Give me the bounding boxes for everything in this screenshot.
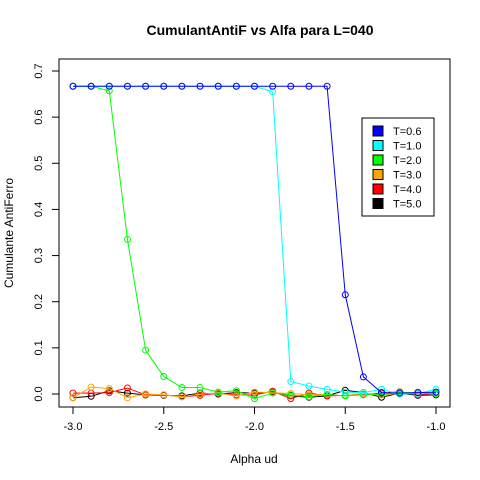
legend-label: T=5.0 — [393, 199, 421, 211]
data-point — [378, 389, 386, 397]
series-layer — [69, 82, 440, 403]
y-axis-label: Cumulante AntiFerro — [2, 178, 16, 288]
series-line — [72, 389, 437, 399]
data-point — [69, 82, 77, 90]
data-point — [87, 82, 95, 90]
y-tick-label: 0.3 — [33, 248, 45, 263]
data-point — [251, 82, 258, 90]
data-point — [123, 394, 131, 402]
y-tick-label: 0.0 — [33, 386, 45, 401]
data-point — [378, 390, 386, 398]
data-point — [69, 389, 77, 397]
data-point — [160, 82, 168, 90]
x-tick-label: -1.0 — [427, 421, 446, 433]
x-tick-label: -1.5 — [336, 421, 355, 433]
data-point — [232, 387, 240, 395]
y-tick-label: 0.2 — [33, 294, 45, 309]
x-tick-label: -3.0 — [64, 421, 83, 433]
data-point — [287, 395, 295, 403]
data-point — [123, 82, 131, 90]
y-tick-label: 0.5 — [33, 156, 45, 171]
y-tick-label: 0.7 — [33, 63, 45, 78]
data-point — [359, 389, 367, 397]
data-point — [142, 82, 150, 90]
data-point — [178, 393, 186, 401]
data-point — [123, 235, 131, 243]
data-point — [178, 384, 186, 392]
data-point — [414, 389, 422, 397]
data-point — [123, 384, 131, 392]
legend-swatch — [372, 169, 384, 180]
legend-label: T=1.0 — [393, 141, 421, 153]
data-point — [432, 388, 440, 396]
data-point — [178, 82, 186, 90]
legend-label: T=4.0 — [393, 184, 421, 196]
legend-swatch — [372, 154, 384, 166]
data-point — [214, 388, 222, 396]
data-point — [232, 82, 240, 90]
data-point — [87, 383, 95, 391]
y-axis: 0.0 0.1 0.2 0.3 0.4 0.5 0.6 0.7 — [33, 63, 60, 402]
data-point — [359, 373, 367, 381]
legend-label: T=3.0 — [393, 170, 421, 182]
series-t-0-6 — [69, 82, 440, 397]
data-point — [69, 394, 77, 402]
data-point — [123, 389, 131, 397]
data-point — [305, 389, 313, 397]
data-point — [105, 87, 113, 95]
x-axis-label: Alpha ud — [230, 452, 277, 466]
data-point — [305, 393, 313, 401]
data-point — [305, 82, 313, 90]
legend-label: T=2.0 — [393, 155, 421, 167]
data-point — [105, 82, 113, 90]
data-point — [305, 382, 313, 390]
legend-swatch — [372, 198, 384, 209]
chart-title: CumulantAntiF vs Alfa para L=040 — [146, 22, 373, 38]
x-tick-label: -2.5 — [154, 421, 173, 433]
x-axis: -3.0 -2.5 -2.0 -1.5 -1.0 — [64, 406, 446, 433]
data-point — [105, 387, 113, 395]
data-point — [269, 82, 277, 90]
data-point — [105, 389, 113, 397]
legend-swatch — [372, 183, 384, 195]
y-tick-label: 0.1 — [33, 340, 45, 355]
y-tick-label: 0.4 — [33, 202, 45, 217]
data-point — [287, 82, 295, 90]
series-line — [73, 85, 437, 400]
data-point — [359, 391, 367, 399]
data-point — [142, 346, 150, 354]
data-point — [287, 378, 295, 386]
data-point — [323, 385, 331, 393]
data-point — [269, 389, 277, 397]
data-point — [105, 384, 113, 392]
data-point — [396, 389, 404, 397]
plot-frame — [58, 58, 451, 408]
data-point — [160, 372, 168, 380]
data-point — [160, 391, 168, 399]
data-point — [142, 390, 150, 398]
legend-label: T=0.6 — [393, 126, 421, 138]
x-tick-label: -2.0 — [245, 421, 264, 433]
data-point — [341, 392, 349, 400]
data-point — [287, 391, 295, 399]
data-point — [323, 82, 331, 90]
legend-swatch — [372, 125, 384, 137]
series-line — [73, 85, 437, 394]
data-point — [341, 291, 349, 299]
data-point — [232, 392, 240, 400]
data-point — [251, 395, 258, 403]
data-point — [196, 384, 204, 392]
data-point — [196, 82, 204, 90]
data-point — [214, 82, 222, 90]
data-point — [323, 390, 331, 398]
legend: T=0.6 T=1.0 T=2.0 T=3.0 T=4.0 T=5.0 — [361, 117, 435, 217]
data-point — [305, 391, 313, 399]
data-point — [341, 388, 349, 396]
legend-swatch — [372, 140, 384, 151]
y-tick-label: 0.6 — [33, 109, 45, 124]
